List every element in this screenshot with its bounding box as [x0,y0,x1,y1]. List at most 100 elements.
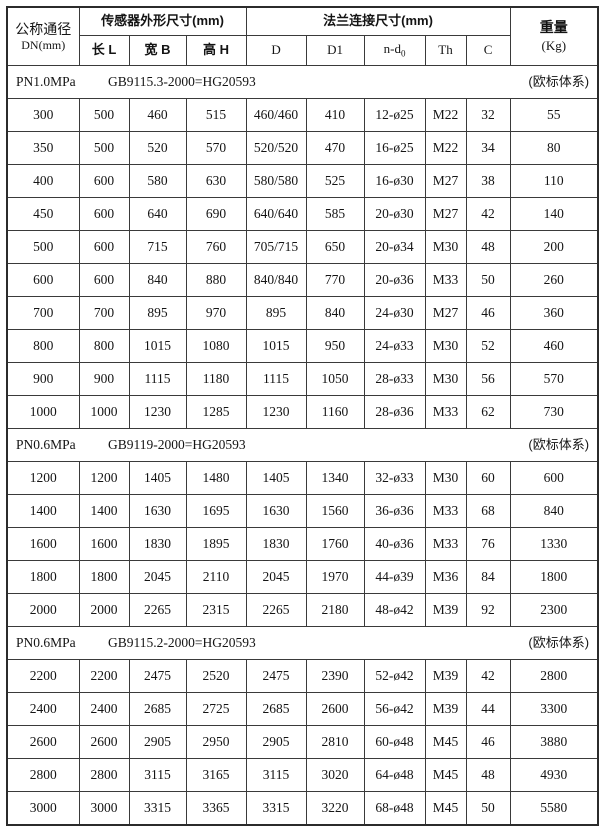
cell-d1: 2810 [305,725,365,759]
table-row: 2200 2200 2475 2520 2475 2390 52-ø42 M39 42 2800 [6,659,599,693]
cell-th: M30 [424,362,467,396]
cell-nd0: 40-ø36 [363,527,426,561]
cell-length: 600 [78,197,130,231]
cell-height: 1080 [185,329,247,363]
cell-c: 46 [465,725,511,759]
cell-height: 3365 [185,791,247,826]
cell-height: 1285 [185,395,247,429]
section-pressure: PN0.6MPa [16,437,76,453]
cell-dn: 1800 [6,560,80,594]
cell-height: 690 [185,197,247,231]
cell-c: 34 [465,131,511,165]
cell-th: M33 [424,263,467,297]
header-weight: 重量 (Kg) [509,6,599,66]
table-row: 800 800 1015 1080 1015 950 24-ø33 M30 52 460 [6,329,599,363]
cell-d1: 2600 [305,692,365,726]
cell-c: 52 [465,329,511,363]
cell-nd0: 48-ø42 [363,593,426,627]
cell-dn: 2800 [6,758,80,792]
cell-th: M30 [424,230,467,264]
cell-width: 2905 [128,725,187,759]
table-row: 700 700 895 970 895 840 24-ø30 M27 46 360 [6,296,599,330]
cell-d: 2905 [245,725,307,759]
cell-height: 970 [185,296,247,330]
cell-d1: 1970 [305,560,365,594]
cell-nd0: 64-ø48 [363,758,426,792]
cell-d1: 1560 [305,494,365,528]
cell-c: 62 [465,395,511,429]
cell-weight: 200 [509,230,599,264]
cell-nd0: 20-ø30 [363,197,426,231]
table-row: 1600 1600 1830 1895 1830 1760 40-ø36 M33 76 1330 [6,527,599,561]
cell-d: 2265 [245,593,307,627]
cell-c: 68 [465,494,511,528]
cell-d: 3315 [245,791,307,826]
cell-dn: 450 [6,197,80,231]
cell-weight: 1800 [509,560,599,594]
cell-weight: 3300 [509,692,599,726]
cell-th: M39 [424,659,467,693]
cell-width: 1115 [128,362,187,396]
cell-nd0: 16-ø25 [363,131,426,165]
table-row: 350 500 520 570 520/520 470 16-ø25 M22 34 80 [6,131,599,165]
cell-d1: 470 [305,131,365,165]
cell-dn: 350 [6,131,80,165]
cell-d: 840/840 [245,263,307,297]
cell-weight: 55 [509,98,599,132]
cell-d: 705/715 [245,230,307,264]
cell-width: 520 [128,131,187,165]
cell-c: 48 [465,758,511,792]
section-pressure: PN1.0MPa [16,74,76,90]
cell-c: 48 [465,230,511,264]
cell-th: M33 [424,395,467,429]
cell-height: 2110 [185,560,247,594]
cell-length: 1200 [78,461,130,495]
cell-d: 640/640 [245,197,307,231]
table-row: 600 600 840 880 840/840 770 20-ø36 M33 50 260 [6,263,599,297]
cell-weight: 1330 [509,527,599,561]
cell-weight: 570 [509,362,599,396]
cell-d1: 525 [305,164,365,198]
cell-d1: 3020 [305,758,365,792]
cell-d1: 3220 [305,791,365,826]
header-nd0-subscript: 0 [400,48,406,59]
header-th: Th [424,35,467,66]
section-header-cell: PN1.0MPa GB9115.3-2000=HG20593 (欧标体系) [6,65,599,99]
cell-d1: 410 [305,98,365,132]
cell-width: 2685 [128,692,187,726]
header-group-flange: 法兰连接尺寸(mm) [245,6,511,36]
cell-c: 92 [465,593,511,627]
cell-c: 84 [465,560,511,594]
cell-nd0: 28-ø33 [363,362,426,396]
cell-d: 580/580 [245,164,307,198]
cell-d1: 1760 [305,527,365,561]
cell-nd0: 24-ø33 [363,329,426,363]
cell-nd0: 68-ø48 [363,791,426,826]
cell-c: 32 [465,98,511,132]
cell-th: M45 [424,758,467,792]
section-header-row: PN0.6MPa GB9115.2-2000=HG20593 (欧标体系) [6,626,599,660]
cell-d: 1115 [245,362,307,396]
cell-d: 1015 [245,329,307,363]
cell-length: 900 [78,362,130,396]
cell-d1: 950 [305,329,365,363]
cell-th: M33 [424,527,467,561]
cell-weight: 2300 [509,593,599,627]
table-row: 1400 1400 1630 1695 1630 1560 36-ø36 M33 68 840 [6,494,599,528]
cell-th: M22 [424,98,467,132]
cell-width: 715 [128,230,187,264]
cell-c: 60 [465,461,511,495]
header-d: D [245,35,307,66]
cell-c: 50 [465,263,511,297]
cell-height: 1895 [185,527,247,561]
cell-weight: 460 [509,329,599,363]
cell-weight: 730 [509,395,599,429]
cell-nd0: 20-ø36 [363,263,426,297]
section-standard: GB9119-2000=HG20593 [108,437,246,453]
cell-width: 1630 [128,494,187,528]
section-header-cell: PN0.6MPa GB9119-2000=HG20593 (欧标体系) [6,428,599,462]
cell-dn: 1200 [6,461,80,495]
cell-c: 42 [465,197,511,231]
cell-height: 630 [185,164,247,198]
